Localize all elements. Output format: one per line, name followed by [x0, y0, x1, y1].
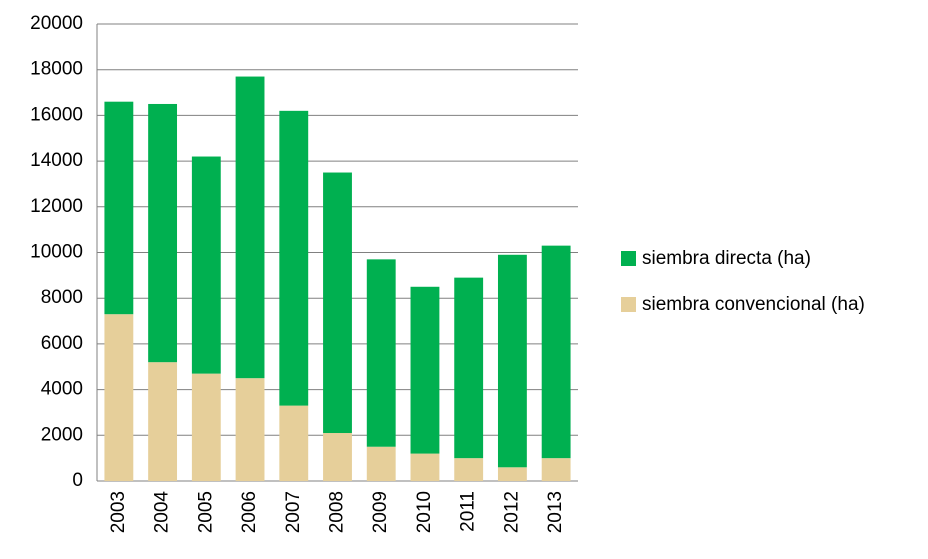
y-tick-label: 20000: [30, 13, 83, 34]
bar-segment: [104, 314, 134, 481]
x-tick-label: 2007: [283, 491, 304, 533]
y-tick-label: 6000: [41, 333, 83, 354]
x-tick-label: 2010: [414, 491, 435, 533]
bar-segment: [454, 277, 484, 459]
bar-segment: [191, 156, 221, 374]
legend-label: siembra convencional (ha): [642, 294, 865, 315]
y-tick-label: 14000: [30, 150, 83, 171]
bar-segment: [279, 405, 309, 481]
y-tick-label: 18000: [30, 59, 83, 80]
y-tick-label: 4000: [41, 379, 83, 400]
y-tick-label: 10000: [30, 242, 83, 263]
bar-segment: [148, 362, 178, 481]
x-tick-label: 2011: [458, 491, 479, 532]
bar-segment: [454, 458, 484, 481]
x-tick-label: 2006: [239, 491, 260, 533]
bar-segment: [410, 453, 440, 481]
x-tick-label: 2003: [108, 491, 129, 533]
bar-segment: [366, 446, 396, 481]
bar-segment: [497, 467, 527, 481]
y-tick-label: 16000: [30, 104, 83, 125]
y-tick-label: 0: [72, 470, 83, 491]
y-tick-label: 12000: [30, 196, 83, 217]
x-tick-label: 2005: [195, 491, 216, 533]
bar-segment: [541, 458, 571, 481]
bar-segment: [366, 259, 396, 447]
x-tick-label: 2013: [545, 491, 566, 533]
bar-segment: [104, 101, 134, 315]
x-tick-label: 2008: [327, 491, 348, 533]
bar-segment: [235, 76, 265, 379]
bar-segment: [541, 245, 571, 459]
bar-segment: [323, 172, 352, 434]
bar-segment: [410, 286, 440, 454]
y-tick-label: 8000: [41, 287, 83, 308]
legend-label: siembra directa (ha): [642, 248, 811, 269]
x-tick-label: 2009: [370, 491, 391, 533]
x-tick-label: 2012: [501, 491, 522, 533]
bar-segment: [191, 373, 221, 481]
bar-segment: [148, 103, 178, 363]
bar-segment: [497, 254, 527, 468]
y-tick-label: 2000: [41, 424, 83, 445]
legend-swatch: [621, 251, 636, 266]
bar-segment: [279, 110, 309, 406]
bar-segment: [235, 378, 265, 481]
legend-swatch: [621, 297, 636, 312]
x-tick-label: 2004: [152, 491, 173, 534]
bar-segment: [323, 433, 352, 481]
